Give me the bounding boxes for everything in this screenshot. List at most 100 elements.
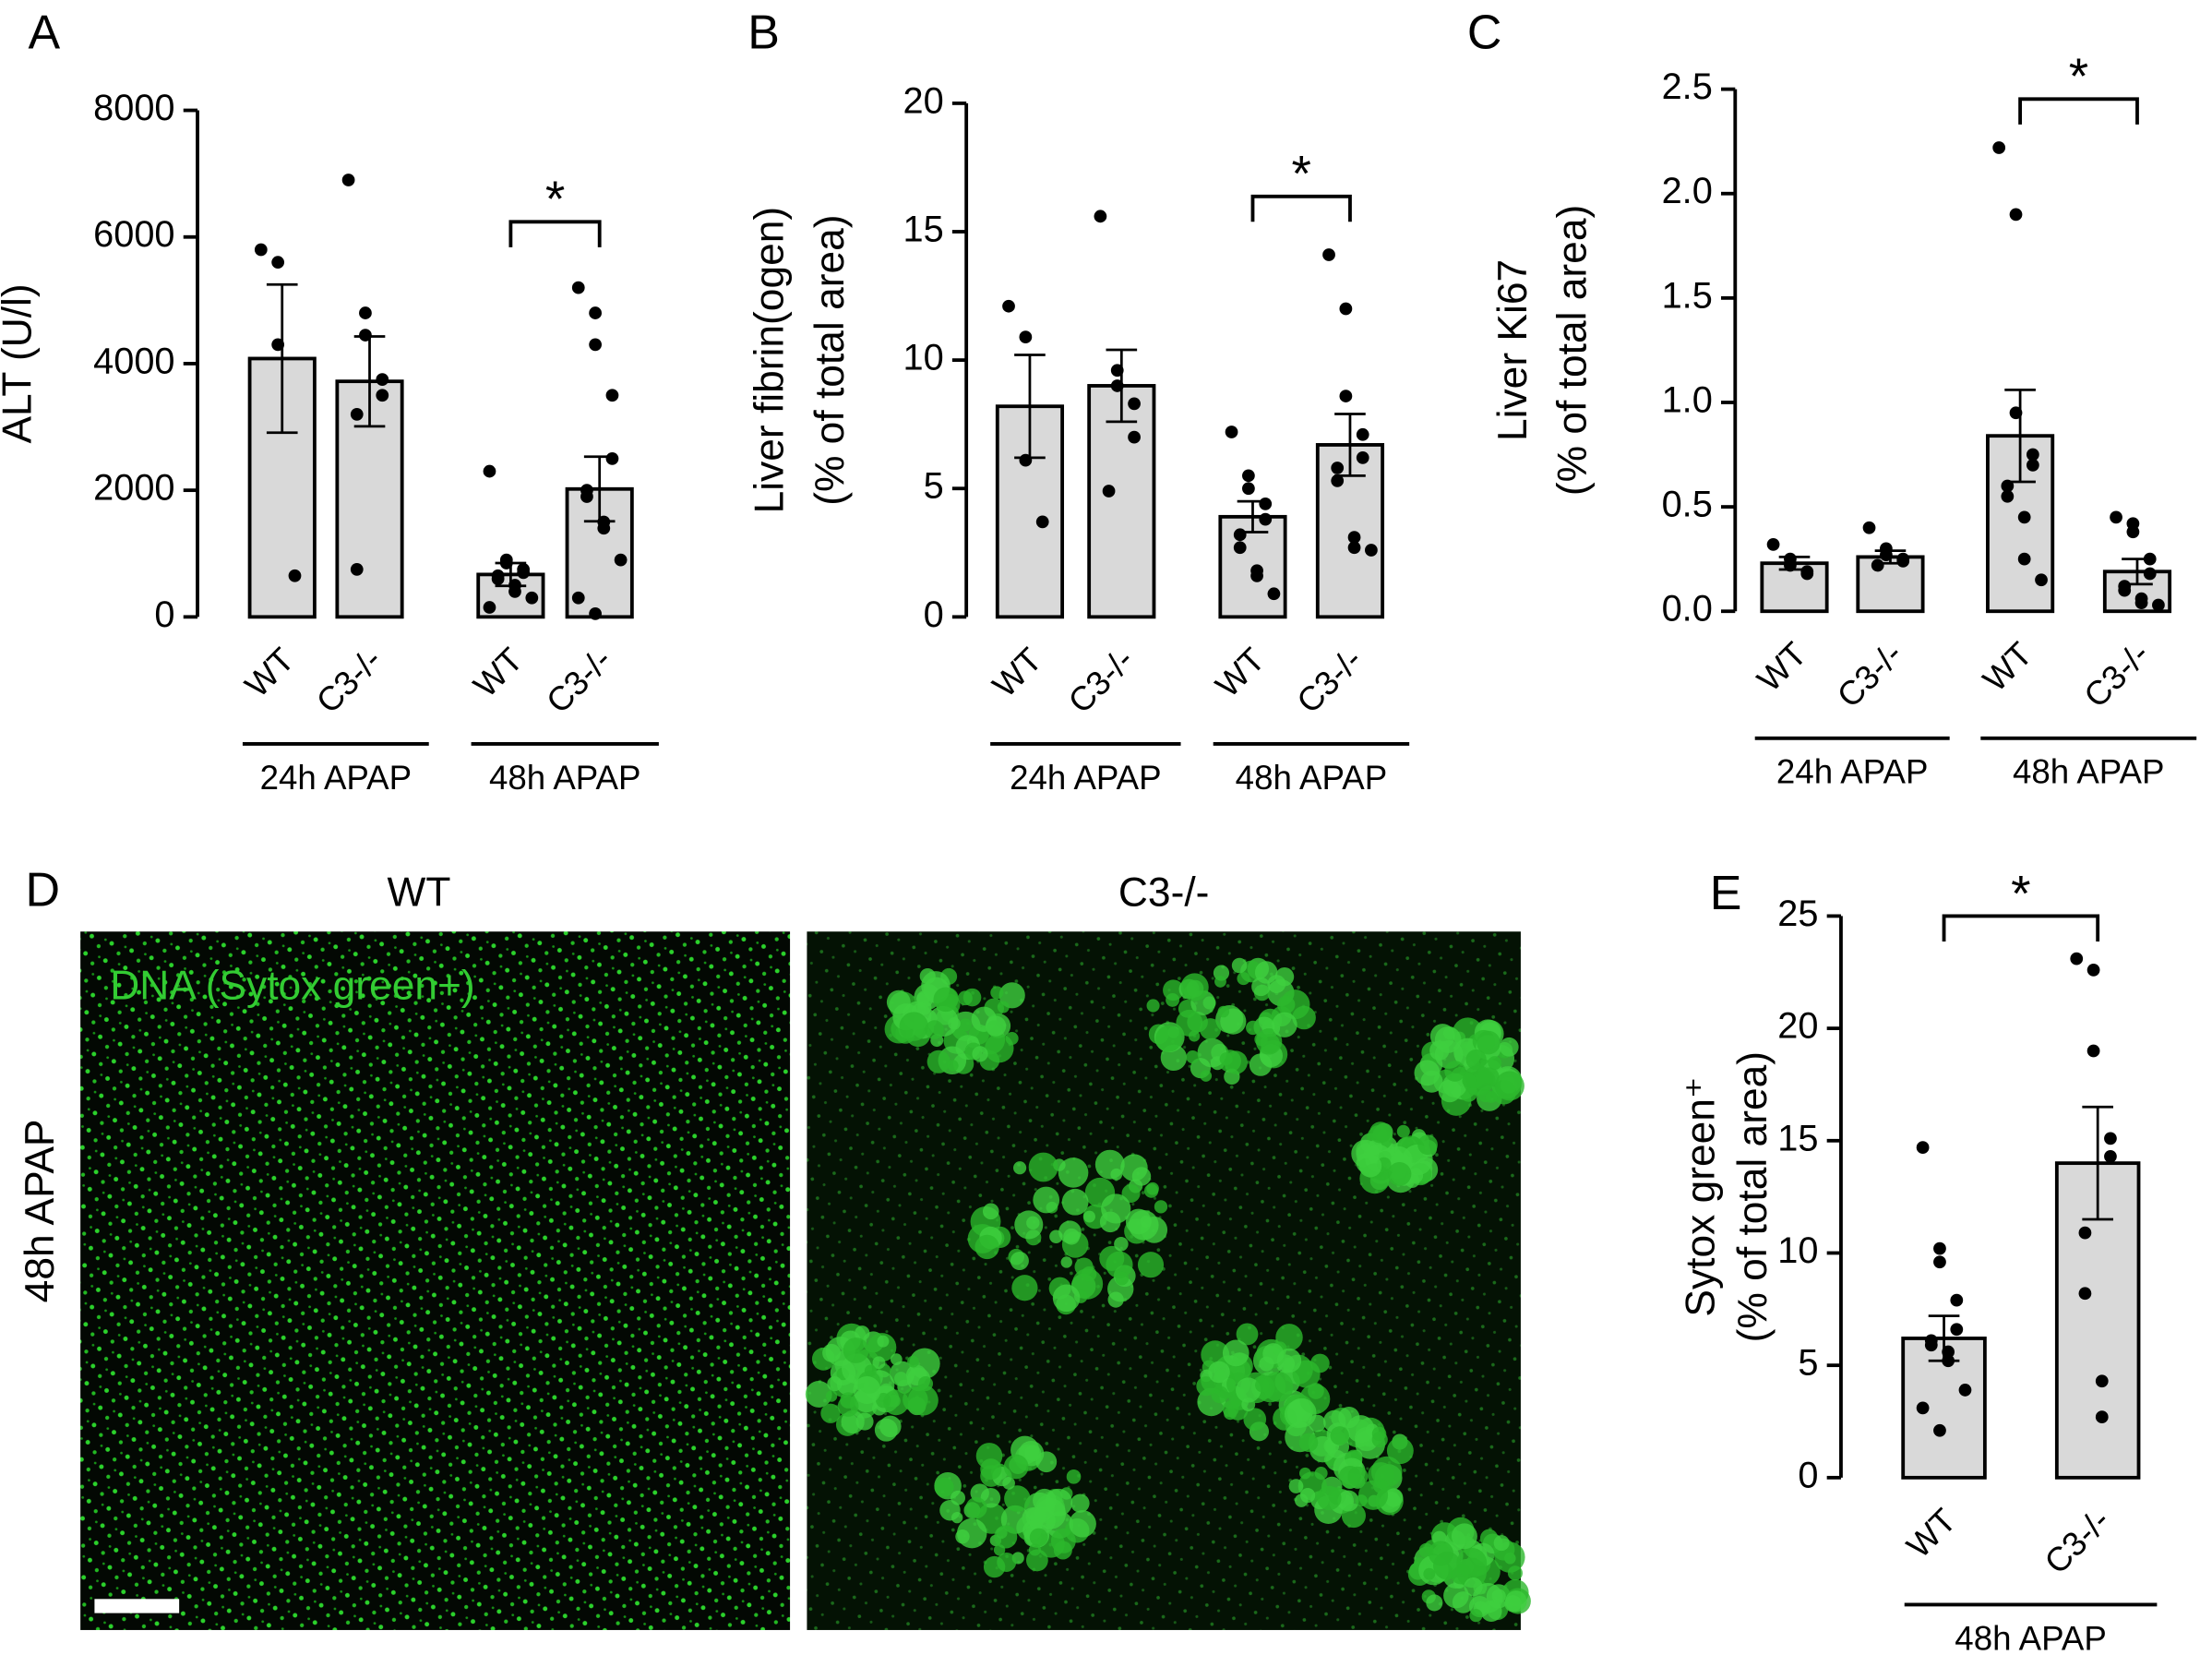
y-tick-label: 6000 <box>93 214 174 255</box>
blob-part <box>948 1017 961 1030</box>
blob-part <box>1465 1049 1487 1071</box>
group-label: 48h APAP <box>489 759 640 797</box>
blob-part <box>903 1386 928 1412</box>
data-point <box>2104 1132 2117 1145</box>
data-point <box>1992 141 2006 154</box>
blob-part <box>1106 1251 1133 1278</box>
data-point <box>1339 390 1353 402</box>
blob-part <box>907 1355 919 1368</box>
blob-part <box>1005 1032 1019 1046</box>
blob-part <box>1499 1037 1519 1057</box>
blob-part <box>1255 1028 1283 1055</box>
blob-part <box>1186 1050 1200 1064</box>
data-point <box>1958 1384 1972 1397</box>
blob-part <box>825 1390 838 1402</box>
blob-part <box>1417 1134 1438 1156</box>
data-point <box>1019 453 1033 467</box>
data-point <box>1259 512 1273 526</box>
blob-part <box>1231 957 1248 974</box>
x-tick-label: C3-/- <box>1061 641 1142 721</box>
y-tick-label: 2.0 <box>1662 171 1713 211</box>
blob-part <box>1249 1053 1273 1076</box>
blob-part <box>1236 1323 1259 1346</box>
data-point <box>597 522 611 535</box>
y-axis-label: Sytox green⁺ <box>1678 1077 1723 1317</box>
blob-part <box>1066 1469 1082 1484</box>
significance-label: * <box>545 170 565 227</box>
blob-part <box>1428 1541 1453 1566</box>
data-point <box>1102 485 1116 498</box>
blob-part <box>1217 1005 1230 1018</box>
data-point <box>1242 469 1255 483</box>
blob-part <box>876 1393 891 1409</box>
data-point <box>517 566 531 580</box>
data-point <box>2104 1149 2117 1163</box>
blob-part <box>1058 1220 1082 1244</box>
blob-part <box>972 1046 988 1062</box>
data-point <box>2134 596 2148 610</box>
blob-part <box>1028 1543 1042 1556</box>
data-point <box>1339 302 1353 316</box>
column-label: C3-/- <box>1118 870 1210 916</box>
data-point <box>2086 1044 2100 1058</box>
data-point <box>1233 528 1247 542</box>
stain-label: DNA (Sytox green+) <box>110 964 474 1009</box>
data-point <box>1356 450 1369 464</box>
data-point <box>1933 1423 1946 1437</box>
data-point <box>1225 426 1238 438</box>
blob-part <box>1330 1426 1349 1445</box>
blob-part <box>1140 1216 1152 1228</box>
data-point <box>589 607 602 620</box>
blob-part <box>909 1348 940 1379</box>
x-tick-label: C3-/- <box>2076 635 2157 715</box>
data-point <box>1347 541 1361 555</box>
data-point <box>350 563 364 576</box>
blob-part <box>1254 1377 1270 1393</box>
blob-part <box>1114 1236 1129 1252</box>
y-tick-label: 0.5 <box>1662 485 1713 525</box>
blob-part <box>1025 1506 1046 1528</box>
blob-part <box>994 1525 1018 1549</box>
significance-label: * <box>1292 145 1311 202</box>
blob-part <box>1155 1025 1182 1052</box>
blob-part <box>1199 1018 1222 1040</box>
blob-part <box>1259 1356 1274 1372</box>
x-tick-label: WT <box>1976 635 2039 699</box>
blob-part <box>1208 1361 1230 1384</box>
group-label: 24h APAP <box>1010 759 1161 797</box>
blob-part <box>1434 1026 1462 1053</box>
x-tick-label: WT <box>1899 1501 1963 1565</box>
blob-part <box>1058 1157 1089 1188</box>
group-label: 24h APAP <box>1776 753 1928 791</box>
blob-part <box>1314 1467 1328 1481</box>
blob-part <box>1493 1535 1510 1552</box>
y-tick-label: 1.0 <box>1662 379 1713 420</box>
blob-part <box>822 1343 842 1362</box>
data-point <box>1933 1241 1946 1255</box>
data-point <box>1128 430 1141 444</box>
blob-part <box>805 1381 832 1408</box>
y-tick-label: 15 <box>1777 1118 1818 1158</box>
panel-letter: C <box>1467 6 1502 59</box>
data-point <box>1942 1345 1955 1359</box>
blob-part <box>1069 1510 1096 1538</box>
blob-part <box>1477 1030 1501 1055</box>
data-point <box>1916 1401 1930 1415</box>
blob-part <box>951 1511 963 1524</box>
blob-part <box>837 1396 859 1417</box>
blob-part <box>1050 1528 1076 1553</box>
data-point <box>271 256 285 270</box>
data-point <box>2070 952 2084 965</box>
blob-part <box>1464 1577 1483 1597</box>
data-point <box>1916 1141 1930 1154</box>
y-tick-label: 2000 <box>93 468 174 509</box>
blob-part <box>1121 1183 1141 1203</box>
data-point <box>350 407 364 421</box>
blob-part <box>1423 1567 1436 1580</box>
y-axis-label: (% of total area) <box>807 214 853 505</box>
blob-part <box>877 1335 890 1348</box>
data-point <box>1933 1255 1946 1269</box>
data-point <box>1259 498 1273 510</box>
